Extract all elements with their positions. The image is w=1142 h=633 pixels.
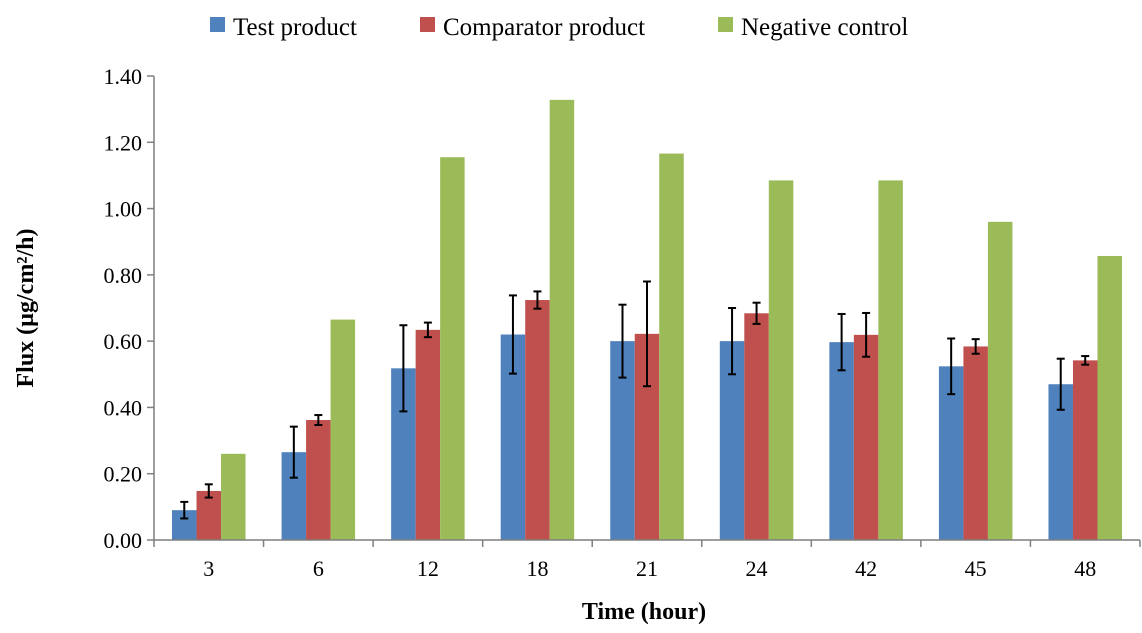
bar-comparator-product [415,329,441,540]
y-tick-label: 0.40 [104,395,143,420]
y-tick-label: 0.00 [104,528,143,553]
y-tick-label: 1.20 [104,130,143,155]
x-tick-label: 3 [203,556,214,581]
axes [153,76,1140,541]
bar-negative-control [440,157,465,540]
bar-test-product [829,342,854,540]
x-axis-ticks: 3 6 12 18 21 24 42 45 48 [153,540,1141,581]
bar-test-product [938,366,964,540]
x-tick-label: 6 [313,556,324,581]
y-tick-label: 0.80 [104,263,143,288]
bar-negative-control [221,453,246,540]
x-axis-title: Time (hour) [582,599,706,625]
x-tick-label: 18 [526,556,548,581]
x-tick-label: 48 [1074,556,1096,581]
legend-swatch [210,17,225,32]
y-tick-label: 0.60 [104,329,143,354]
legend-label: Comparator product [443,14,645,41]
x-tick-label: 42 [855,556,877,581]
bar-comparator-product [963,346,988,540]
legend-label: Negative control [741,14,908,41]
legend-swatch [420,17,435,32]
y-tick-label: 0.20 [104,462,143,487]
y-tick-label: 1.40 [104,64,143,89]
bar-negative-control [878,180,903,540]
legend-swatch [718,17,733,32]
bar-negative-control [1097,255,1122,541]
legend-label: Test product [233,14,357,41]
bar-negative-control [330,319,356,540]
y-axis-title: Flux (µg/cm²/h) [13,228,39,387]
bar-comparator-product [306,420,331,540]
bars [172,99,1122,541]
bar-comparator-product [744,313,769,540]
y-axis-ticks: 0.00 0.20 0.40 0.60 0.80 1.00 1.20 1.40 [104,64,154,553]
y-tick-label: 1.00 [104,197,143,222]
bar-comparator-product [853,334,879,540]
bar-comparator-product [525,300,550,540]
bar-negative-control [659,153,684,540]
x-tick-label: 24 [746,556,768,581]
bar-negative-control [768,180,794,540]
x-tick-label: 45 [965,556,987,581]
x-tick-label: 21 [636,556,658,581]
x-tick-label: 12 [417,556,439,581]
legend: Test product Comparator product Negative c… [210,14,908,41]
bar-negative-control [549,99,575,540]
bar-negative-control [987,221,1013,541]
bar-comparator-product [1072,360,1098,540]
error-bars [180,280,1090,520]
bar-comparator-product [196,490,222,540]
